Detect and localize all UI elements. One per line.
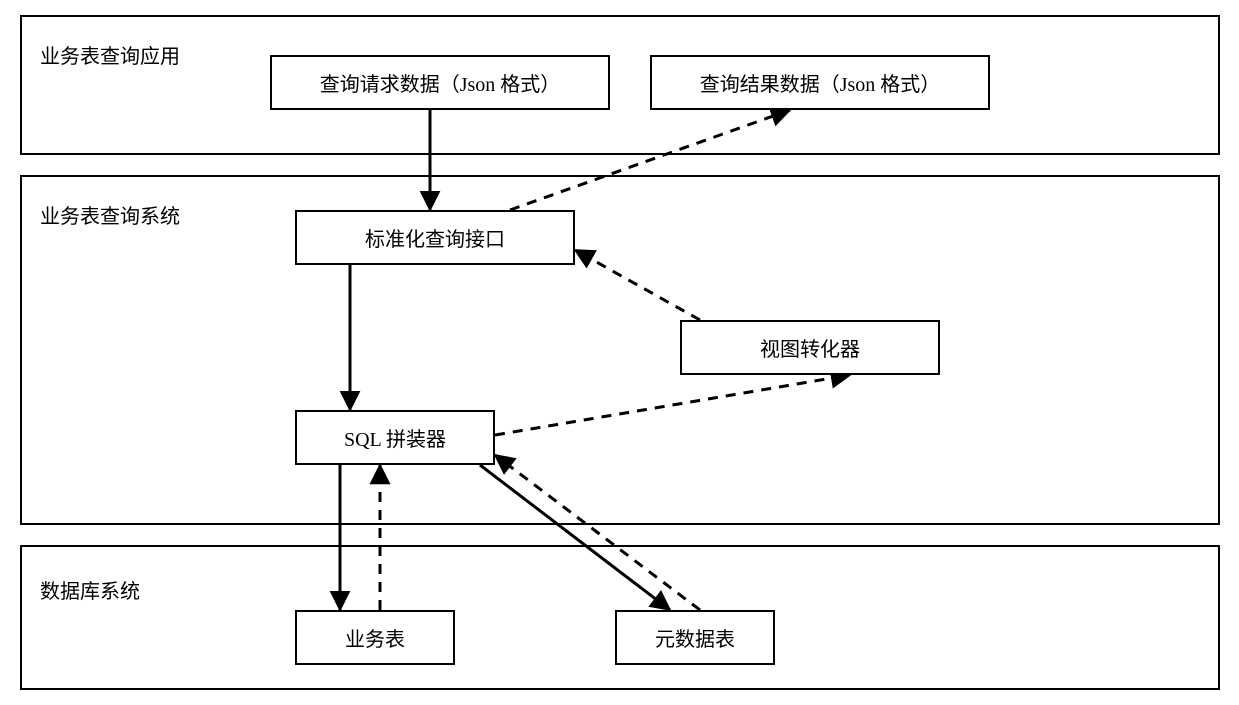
node-interface: 标准化查询接口 [295,210,575,265]
node-interface-label: 标准化查询接口 [365,223,505,252]
layer-system-label: 业务表查询系统 [40,200,180,229]
node-view-label: 视图转化器 [760,333,860,362]
node-biz-label: 业务表 [345,623,405,652]
node-request: 查询请求数据（Json 格式） [270,55,610,110]
node-result: 查询结果数据（Json 格式） [650,55,990,110]
node-view: 视图转化器 [680,320,940,375]
node-request-label: 查询请求数据（Json 格式） [320,68,561,97]
layer-app-label: 业务表查询应用 [40,40,180,69]
node-sql: SQL 拼装器 [295,410,495,465]
layer-system [20,175,1220,525]
node-sql-label: SQL 拼装器 [344,423,446,452]
node-result-label: 查询结果数据（Json 格式） [700,68,941,97]
node-meta: 元数据表 [615,610,775,665]
node-meta-label: 元数据表 [655,623,735,652]
node-biz: 业务表 [295,610,455,665]
layer-db-label: 数据库系统 [40,575,140,604]
layer-app [20,15,1220,155]
diagram-canvas: 业务表查询应用 业务表查询系统 数据库系统 查询请求数据（Json 格式） 查询… [0,0,1239,705]
